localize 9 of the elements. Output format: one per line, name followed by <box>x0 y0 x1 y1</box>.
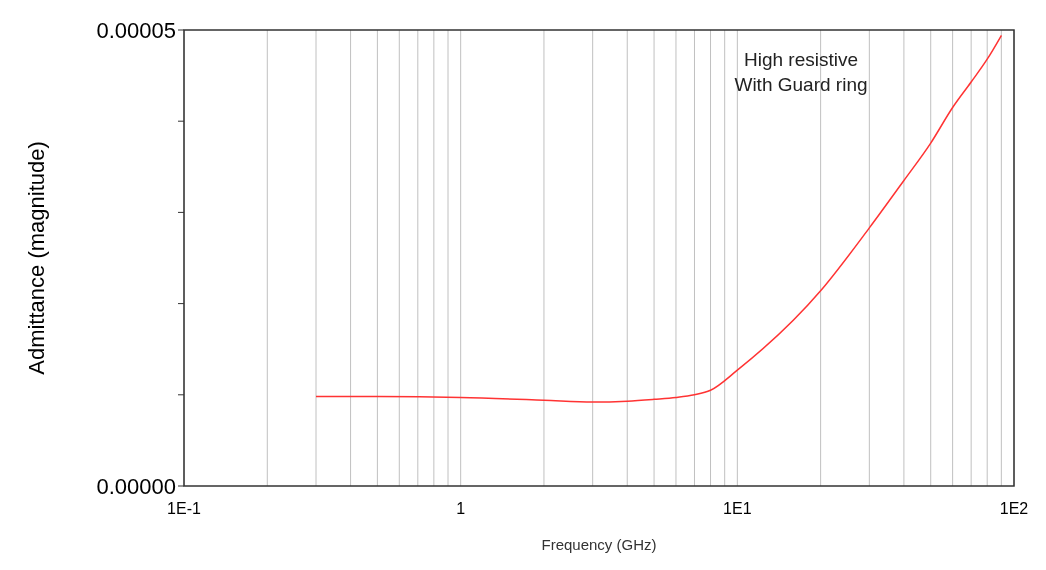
y-axis-title: Admittance (magnitude) <box>24 141 49 375</box>
x-tick-label: 1E-1 <box>167 500 201 517</box>
y-tick-label: 0.00005 <box>96 17 176 43</box>
y-tick-label: 0.00000 <box>96 473 176 499</box>
x-tick-label: 1E1 <box>723 500 752 517</box>
x-tick-label: 1 <box>456 500 466 517</box>
x-tick-label: 1E2 <box>999 500 1029 517</box>
x-axis-title: Frequency (GHz) <box>541 536 657 553</box>
annotation: High resistive With Guard ring <box>734 49 868 95</box>
